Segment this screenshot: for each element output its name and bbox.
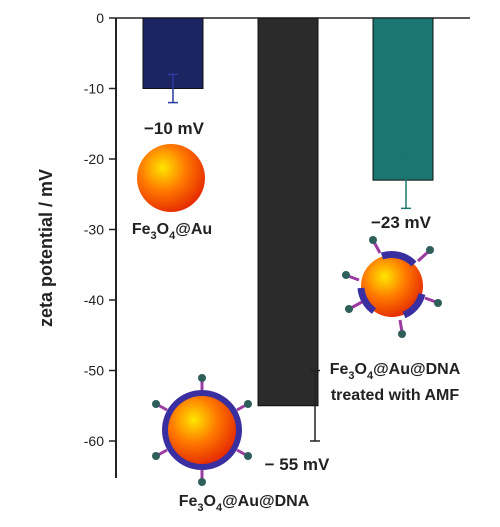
y-tick-label: -30	[84, 222, 104, 238]
bar	[257, 17, 319, 407]
sample-label-dna: Fe3O4@Au@DNA	[179, 493, 310, 514]
fe3o4-au-dna-amf-particle-icon	[342, 236, 442, 338]
sample-label-amf: Fe3O4@Au@DNA	[330, 361, 461, 382]
y-tick-label: -10	[84, 81, 104, 97]
error-bar	[168, 73, 178, 104]
error-bar	[401, 151, 411, 210]
sample-label-amf-treatment: treated with AMF	[331, 387, 460, 404]
bar	[372, 17, 434, 181]
value-label-amf: −23 mV	[371, 213, 432, 232]
fe3o4-au-dna-particle-icon	[152, 374, 252, 486]
y-tick-label: -60	[84, 433, 104, 449]
value-label-au: −10 mV	[144, 119, 205, 138]
y-tick-label: -20	[84, 151, 104, 167]
sample-label-au: Fe3O4@Au	[132, 221, 212, 242]
y-tick-label: -40	[84, 292, 104, 308]
y-axis-label: zeta potential / mV	[36, 169, 56, 327]
error-bar	[310, 369, 320, 442]
fe3o4-au-particle-icon	[137, 144, 205, 212]
y-tick-label: -50	[84, 363, 104, 379]
y-tick-label: 0	[96, 10, 104, 26]
value-label-dna: − 55 mV	[265, 455, 330, 474]
